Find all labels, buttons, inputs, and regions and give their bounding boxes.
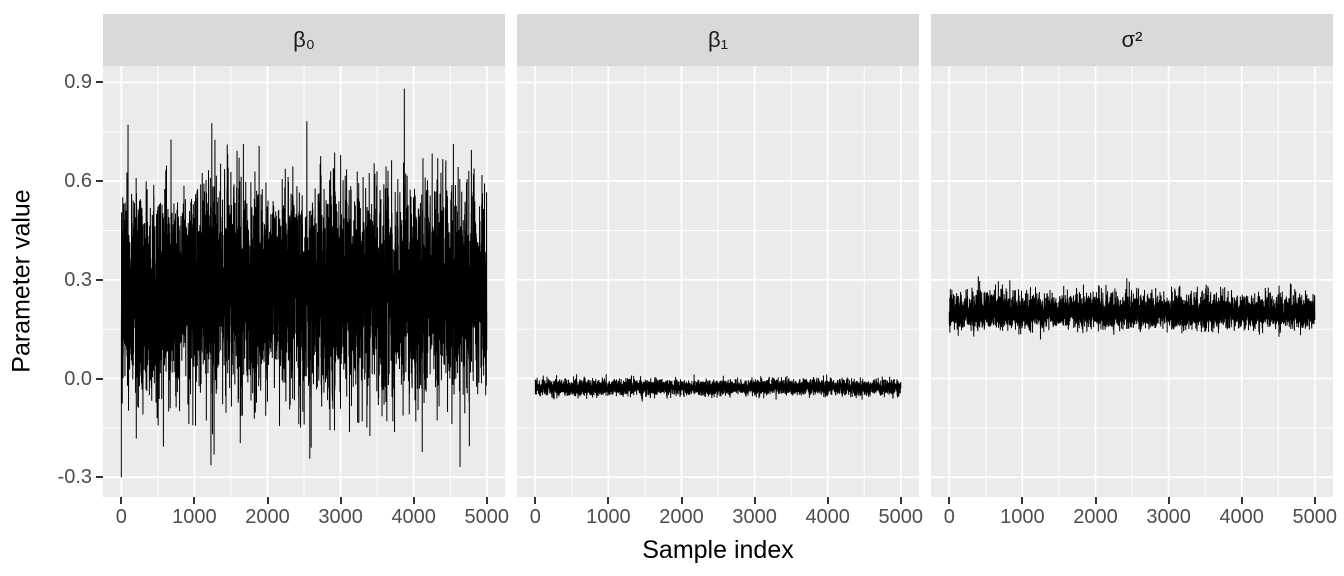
x-tick-label: 4000: [391, 506, 436, 528]
y-tick-label: 0.9: [64, 71, 92, 94]
x-tick-label: 3000: [318, 506, 363, 528]
x-axis-sigma2: 0 1000 2000 3000 4000 5000: [931, 497, 1337, 542]
x-tick-mark: [1240, 497, 1243, 504]
x-tick-mark: [266, 497, 269, 504]
x-tick-label: 1000: [1000, 506, 1045, 528]
x-tick-label: 4000: [805, 506, 850, 528]
y-tick-label: 0.6: [64, 170, 92, 193]
y-tick-mark: [96, 180, 103, 183]
y-tick-mark: [96, 278, 103, 281]
x-tick-label: 0: [115, 506, 127, 528]
trace-panel-sigma2: [931, 66, 1333, 497]
trace-line-sigma_sq: [948, 276, 1316, 340]
y-tick-mark: [96, 377, 103, 380]
x-tick-mark: [534, 497, 537, 504]
x-tick-mark: [607, 497, 610, 504]
x-tick-label: 2000: [245, 506, 290, 528]
x-tick-label: 4000: [1219, 506, 1264, 528]
y-tick-mark: [96, 476, 103, 479]
x-tick-label: 2000: [1073, 506, 1118, 528]
x-tick-mark: [899, 497, 902, 504]
x-tick-mark: [1094, 497, 1097, 504]
x-tick-label: 3000: [732, 506, 777, 528]
trace-panel-beta1: [517, 66, 919, 497]
x-tick-mark: [680, 497, 683, 504]
facet-beta1: β₁ 0 1000 2000 3000 4000 5000: [517, 14, 923, 542]
x-tick-mark: [826, 497, 829, 504]
x-tick-label: 5000: [1292, 506, 1338, 528]
facet-strip-label-beta1: β₁: [707, 27, 729, 52]
y-tick-label: 0.0: [64, 367, 92, 390]
x-tick-mark: [412, 497, 415, 504]
x-tick-mark: [1313, 497, 1316, 504]
x-tick-label: 5000: [878, 506, 924, 528]
facet-sigma2: σ² 0 1000 2000 3000 4000 5000: [931, 14, 1337, 542]
x-axis-beta0: 0 1000 2000 3000 4000 5000: [103, 497, 509, 542]
x-tick-label: 5000: [464, 506, 510, 528]
x-tick-label: 0: [529, 506, 541, 528]
x-axis-beta1: 0 1000 2000 3000 4000 5000: [517, 497, 923, 542]
x-tick-mark: [1167, 497, 1170, 504]
y-axis: 0.9 0.6 0.3 0.0 -0.3: [0, 66, 103, 497]
x-tick-mark: [193, 497, 196, 504]
facet-strip-sigma2: σ²: [931, 14, 1333, 66]
facet-beta0: β₀ 0 1000 2000 3000 4000 5000: [103, 14, 509, 542]
x-tick-label: 2000: [659, 506, 704, 528]
y-tick-label: -0.3: [57, 466, 92, 489]
x-tick-mark: [1021, 497, 1024, 504]
facet-strip-label-sigma2: σ²: [1121, 27, 1143, 52]
x-tick-label: 3000: [1146, 506, 1191, 528]
trace-line-beta_1: [534, 374, 902, 402]
x-tick-label: 0: [943, 506, 955, 528]
y-tick-mark: [96, 81, 103, 84]
x-tick-mark: [485, 497, 488, 504]
trace-panel-beta0: [103, 66, 505, 497]
trace-line-beta_0: [120, 88, 488, 478]
x-axis-title: Sample index: [642, 536, 794, 564]
y-tick-label: 0.3: [64, 268, 92, 291]
x-tick-mark: [753, 497, 756, 504]
x-tick-mark: [948, 497, 951, 504]
x-tick-mark: [339, 497, 342, 504]
facet-strip-beta1: β₁: [517, 14, 919, 66]
x-tick-mark: [120, 497, 123, 504]
x-tick-label: 1000: [586, 506, 631, 528]
x-tick-label: 1000: [172, 506, 217, 528]
facet-strip-label-beta0: β₀: [293, 27, 315, 52]
facet-strip-beta0: β₀: [103, 14, 505, 66]
